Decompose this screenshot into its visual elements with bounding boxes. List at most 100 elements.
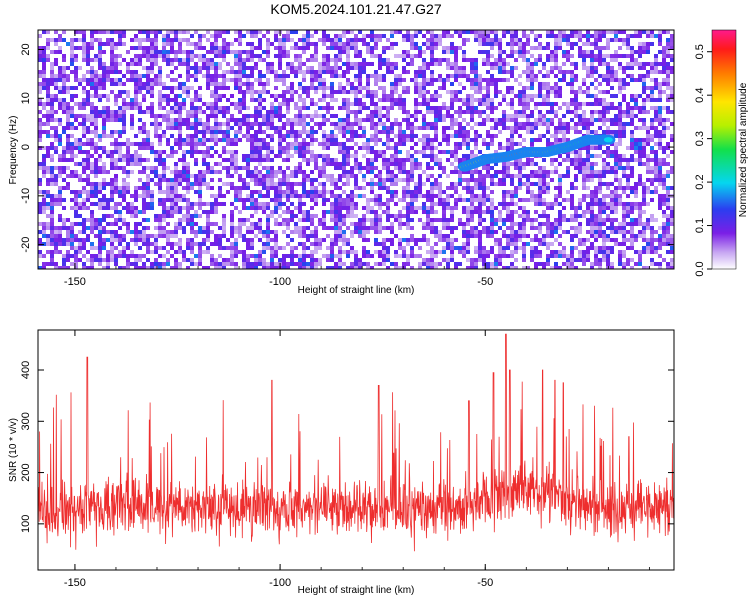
heatmap-cell <box>190 98 194 102</box>
heatmap-cell <box>258 154 262 158</box>
heatmap-cell <box>186 90 190 94</box>
heatmap-cell <box>174 30 178 34</box>
heatmap-cell <box>618 114 622 118</box>
heatmap-cell <box>546 82 550 86</box>
heatmap-cell <box>546 202 550 206</box>
heatmap-cell <box>38 138 42 142</box>
heatmap-cell <box>254 46 258 50</box>
heatmap-cell <box>522 110 526 114</box>
heatmap-cell <box>502 78 506 82</box>
heatmap-cell <box>94 146 98 150</box>
heatmap-cell <box>306 46 310 50</box>
heatmap-cell <box>354 182 358 186</box>
heatmap-cell <box>302 138 306 142</box>
heatmap-cell <box>550 202 554 206</box>
heatmap-cell <box>590 74 594 78</box>
heatmap-cell <box>218 170 222 174</box>
heatmap-cell <box>582 62 586 66</box>
heatmap-cell <box>230 42 234 46</box>
heatmap-cell <box>350 122 354 126</box>
heatmap-cell <box>234 150 238 154</box>
heatmap-cell <box>46 98 50 102</box>
heatmap-cell <box>118 142 122 146</box>
heatmap-cell <box>162 134 166 138</box>
heatmap-cell <box>114 202 118 206</box>
heatmap-cell <box>326 174 330 178</box>
heatmap-cell <box>434 38 438 42</box>
heatmap-cell <box>154 170 158 174</box>
heatmap-cell <box>322 114 326 118</box>
heatmap-cell <box>118 134 122 138</box>
heatmap-cell <box>194 74 198 78</box>
heatmap-cell <box>534 202 538 206</box>
heatmap-cell <box>582 90 586 94</box>
heatmap-cell <box>626 222 630 226</box>
heatmap-cell <box>362 62 366 66</box>
heatmap-cell <box>462 74 466 78</box>
heatmap-cell <box>526 214 530 218</box>
heatmap-cell <box>270 106 274 110</box>
heatmap-cell <box>322 66 326 70</box>
heatmap-cell <box>162 162 166 166</box>
heatmap-cell <box>98 94 102 98</box>
heatmap-cell <box>630 110 634 114</box>
heatmap-cell <box>514 34 518 38</box>
heatmap-cell <box>646 190 650 194</box>
heatmap-cell <box>418 70 422 74</box>
heatmap-cell <box>346 202 350 206</box>
heatmap-cell <box>246 118 250 122</box>
heatmap-cell <box>90 138 94 142</box>
heatmap-cell <box>574 214 578 218</box>
heatmap-cell <box>306 218 310 222</box>
heatmap-cell <box>362 34 366 38</box>
heatmap-cell <box>450 114 454 118</box>
heatmap-cell <box>590 114 594 118</box>
heatmap-cell <box>134 154 138 158</box>
heatmap-cell <box>98 78 102 82</box>
heatmap-cell <box>494 150 498 154</box>
heatmap-cell <box>638 54 642 58</box>
heatmap-cell <box>406 54 410 58</box>
heatmap-cell <box>474 206 478 210</box>
heatmap-cell <box>222 138 226 142</box>
heatmap-cell <box>186 174 190 178</box>
heatmap-cell <box>110 222 114 226</box>
heatmap-cell <box>470 138 474 142</box>
heatmap-cell <box>94 74 98 78</box>
heatmap-cell <box>370 38 374 42</box>
heatmap-cell <box>290 90 294 94</box>
heatmap-cell <box>514 222 518 226</box>
heatmap-cell <box>602 150 606 154</box>
heatmap-cell <box>286 142 290 146</box>
heatmap-cell <box>462 210 466 214</box>
heatmap-cell <box>558 210 562 214</box>
heatmap-cell <box>490 174 494 178</box>
heatmap-cell <box>494 126 498 130</box>
heatmap-cell <box>134 102 138 106</box>
heatmap-cell <box>206 86 210 90</box>
heatmap-cell <box>110 134 114 138</box>
heatmap-cell <box>466 102 470 106</box>
heatmap-cell <box>46 146 50 150</box>
heatmap-cell <box>262 154 266 158</box>
heatmap-cell <box>190 54 194 58</box>
heatmap-cell <box>186 198 190 202</box>
heatmap-cell <box>522 42 526 46</box>
heatmap-cell <box>62 126 66 130</box>
heatmap-cell <box>318 38 322 42</box>
heatmap-cell <box>70 62 74 66</box>
heatmap-cell <box>50 142 54 146</box>
heatmap-cell <box>334 202 338 206</box>
heatmap-cell <box>450 106 454 110</box>
heatmap-cell <box>526 182 530 186</box>
heatmap-cell <box>534 102 538 106</box>
heatmap-cell <box>550 170 554 174</box>
heatmap-cell <box>626 178 630 182</box>
heatmap-cell <box>614 210 618 214</box>
heatmap-cell <box>270 122 274 126</box>
heatmap-cell <box>510 190 514 194</box>
heatmap-cell <box>430 206 434 210</box>
heatmap-cell <box>350 38 354 42</box>
heatmap-cell <box>522 98 526 102</box>
heatmap-cell <box>62 90 66 94</box>
